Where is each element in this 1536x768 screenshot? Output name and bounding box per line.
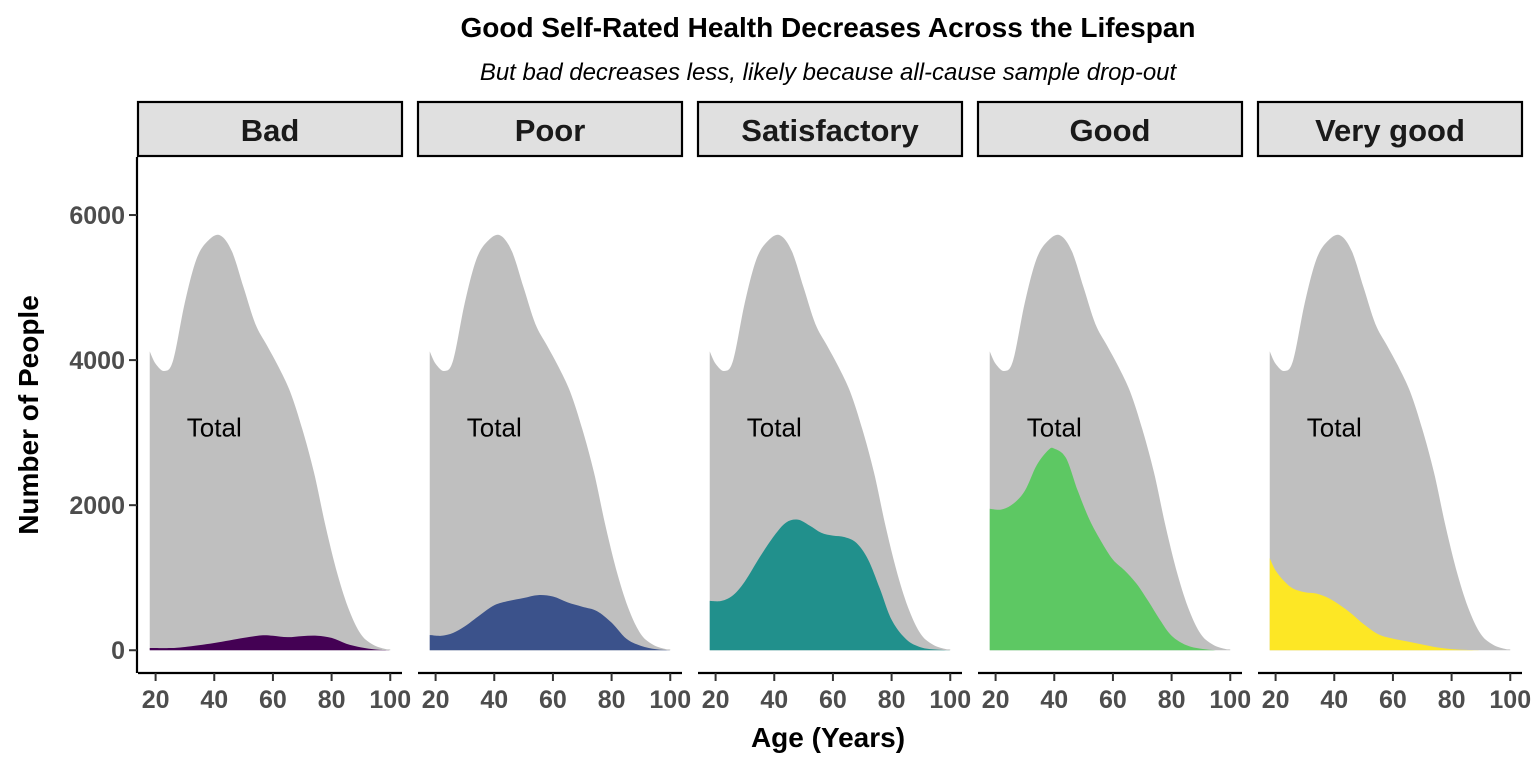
x-tick-label: 20 — [982, 686, 1010, 714]
strip-label: Bad — [241, 113, 300, 148]
strip-poor — [416, 100, 684, 158]
y-tick-label: 2000 — [69, 492, 125, 520]
x-tick-label: 80 — [878, 686, 906, 714]
total-annotation: Total — [187, 412, 242, 442]
strip-label: Poor — [515, 113, 586, 148]
category-area-good — [989, 447, 1216, 651]
x-tick-label: 40 — [1320, 686, 1348, 714]
x-tick-label: 80 — [598, 686, 626, 714]
total-annotation: Total — [467, 412, 522, 442]
x-tick-label: 20 — [142, 686, 170, 714]
x-tick-label: 60 — [539, 686, 567, 714]
y-tick-label: 6000 — [69, 202, 125, 230]
x-tick-label: 20 — [1262, 686, 1290, 714]
x-tick-label: 40 — [200, 686, 228, 714]
x-tick-label: 100 — [369, 686, 411, 714]
strip-label: Satisfactory — [741, 113, 919, 148]
x-tick-label: 40 — [480, 686, 508, 714]
total-area — [429, 234, 671, 651]
y-axis: 0 2000 4000 6000 — [69, 157, 139, 673]
total-annotation: Total — [1027, 412, 1082, 442]
chart-title: Good Self-Rated Health Decreases Across … — [461, 12, 1196, 43]
x-tick-label: 60 — [1379, 686, 1407, 714]
strip-label: Very good — [1315, 113, 1465, 148]
x-tick-label: 40 — [760, 686, 788, 714]
strip-satisfactory — [696, 100, 964, 158]
panel-satisfactory: Satisfactory Total 20 40 60 80 100 — [696, 100, 971, 714]
total-area — [1269, 234, 1511, 651]
x-tick-label: 100 — [1489, 686, 1531, 714]
y-tick-label: 4000 — [69, 347, 125, 375]
x-tick-label: 60 — [1099, 686, 1127, 714]
x-tick-label: 60 — [259, 686, 287, 714]
strip-good — [976, 100, 1244, 158]
total-annotation: Total — [1307, 412, 1362, 442]
category-area-satisfactory — [709, 519, 951, 651]
x-tick-label: 80 — [318, 686, 346, 714]
panel-poor: Poor Total 20 40 60 80 100 — [416, 100, 691, 714]
chart-subtitle: But bad decreases less, likely because a… — [480, 59, 1178, 86]
y-tick-label: 0 — [111, 637, 125, 665]
total-annotation: Total — [747, 412, 802, 442]
x-tick-label: 20 — [422, 686, 450, 714]
category-area-very-good — [1269, 558, 1490, 651]
total-area — [149, 234, 391, 651]
panel-good: Good Total 20 40 60 80 100 — [976, 100, 1251, 714]
x-tick-label: 100 — [929, 686, 971, 714]
x-axis-title: Age (Years) — [751, 722, 905, 753]
strip-very-good — [1256, 100, 1524, 158]
strip-label: Good — [1070, 113, 1151, 148]
x-tick-label: 20 — [702, 686, 730, 714]
panel-bad: Bad Total 20 40 60 80 100 — [136, 100, 411, 714]
x-tick-label: 100 — [649, 686, 691, 714]
y-axis-title: Number of People — [13, 295, 44, 535]
x-tick-label: 60 — [819, 686, 847, 714]
x-tick-label: 80 — [1438, 686, 1466, 714]
x-tick-label: 80 — [1158, 686, 1186, 714]
strip-bad — [136, 100, 404, 158]
category-area-poor — [429, 595, 671, 651]
x-tick-label: 100 — [1209, 686, 1251, 714]
panel-very-good: Very good Total 20 40 60 80 100 — [1256, 100, 1531, 714]
category-area-bad — [149, 635, 391, 651]
x-tick-label: 40 — [1040, 686, 1068, 714]
